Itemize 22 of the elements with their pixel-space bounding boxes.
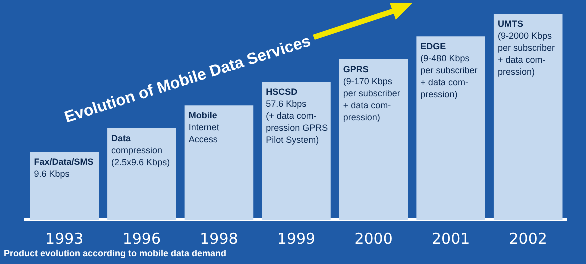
annotation: GPRS (9-170 Kbps per subscriber + data com- pression) <box>343 64 400 122</box>
annotation: EDGE (9-480 Kbps per subscriber + data com- pression) <box>420 42 478 100</box>
bar <box>339 59 408 220</box>
annotation: UMTS (9-2000 Kbps per subscriber + data com- pression) <box>498 18 555 77</box>
bar <box>494 14 563 220</box>
bar <box>30 152 100 220</box>
annotation: Fax/Data/SMS 9.6 Kbps <box>34 157 94 180</box>
x-tick-label: 1996 <box>122 230 162 248</box>
text: Product evolution according to mobile data demand <box>4 248 227 258</box>
annotation: Data compression (2.5x9.6 Kbps) <box>112 133 170 168</box>
bar <box>416 36 486 220</box>
x-tick-label: 1993 <box>46 230 84 248</box>
annotation: Mobile Internet Access <box>188 110 220 145</box>
bar <box>108 128 176 220</box>
bar <box>262 82 331 220</box>
x-tick-label: 1998 <box>200 230 238 248</box>
x-tick-label: 2001 <box>432 230 470 248</box>
x-tick-label: 1999 <box>277 230 316 248</box>
bar <box>184 106 254 220</box>
annotation: HSCSD 57.6 Kbps (+ data com- pression GPRS Pilot System) <box>266 86 328 145</box>
x-tick-label: 2000 <box>354 230 393 248</box>
x-tick-label: 2002 <box>509 230 548 248</box>
